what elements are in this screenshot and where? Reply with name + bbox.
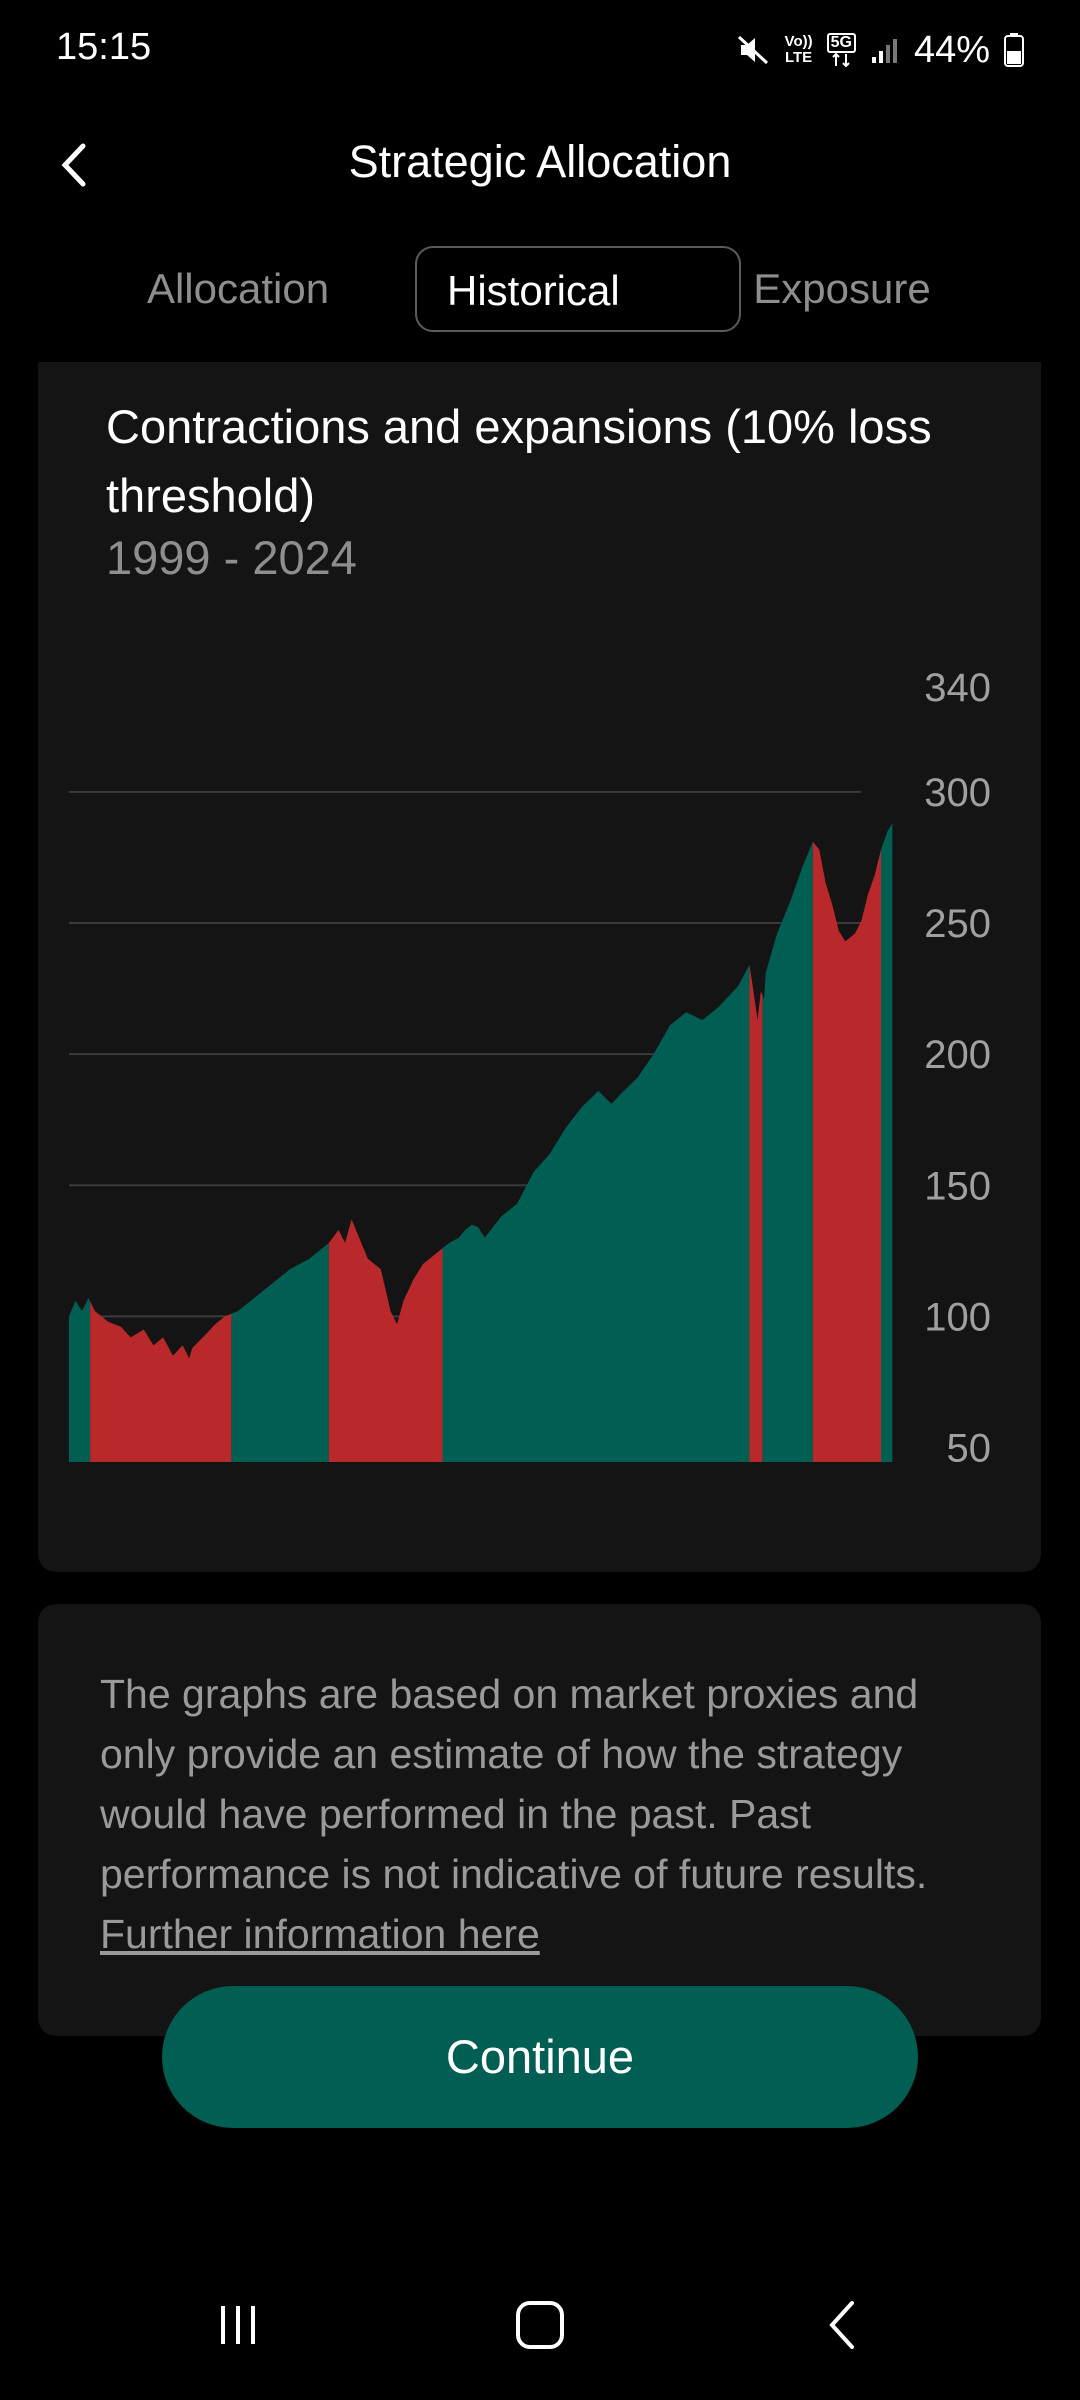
chart-subtitle: 1999 - 2024 xyxy=(106,531,357,584)
5g-icon: 5G xyxy=(826,33,856,67)
signal-icon xyxy=(870,35,900,65)
further-info-link[interactable]: Further information here xyxy=(100,1911,540,1957)
tab-bar: Allocation Historical Exposure xyxy=(0,246,1080,336)
battery-percent: 44% xyxy=(913,28,990,71)
tab-exposure[interactable]: Exposure xyxy=(753,265,931,312)
contraction-area xyxy=(749,964,763,1462)
battery-icon xyxy=(1004,33,1024,67)
recents-button[interactable] xyxy=(188,2290,288,2360)
y-tick-label: 340 xyxy=(924,666,991,710)
y-tick-label: 100 xyxy=(924,1295,991,1339)
status-time: 15:15 xyxy=(56,26,152,68)
disclaimer-body: The graphs are based on market proxies a… xyxy=(100,1671,928,1897)
expansion-area xyxy=(881,823,893,1462)
y-tick-label: 300 xyxy=(924,771,991,815)
mute-icon xyxy=(735,32,771,68)
expansion-area xyxy=(442,964,750,1462)
contraction-area xyxy=(328,1219,443,1462)
status-bar: 15:15 Vo)) LTE 5G 44% xyxy=(0,0,1080,100)
expansion-area xyxy=(762,841,813,1462)
volte-bottom-label: LTE xyxy=(784,49,813,66)
y-tick-label: 50 xyxy=(947,1427,992,1471)
continue-button[interactable]: Continue xyxy=(162,1986,918,2128)
expansion-area xyxy=(231,1242,329,1462)
y-tick-label: 250 xyxy=(924,902,991,946)
y-tick-label: 200 xyxy=(924,1033,991,1077)
home-button[interactable] xyxy=(490,2290,590,2360)
header: Strategic Allocation xyxy=(0,110,1080,220)
home-icon xyxy=(516,2301,564,2349)
status-icons: Vo)) LTE 5G 44% xyxy=(735,22,1024,78)
disclaimer-text: The graphs are based on market proxies a… xyxy=(100,1664,1000,1964)
chart-title: Contractions and expansions (10% loss th… xyxy=(106,400,932,522)
area-chart: 340 300 250 200 150 100 50 xyxy=(69,666,992,1471)
network-label: 5G xyxy=(826,33,856,53)
back-button[interactable] xyxy=(40,130,110,200)
tab-allocation[interactable]: Allocation xyxy=(146,265,330,312)
page-title: Strategic Allocation xyxy=(348,136,732,187)
chevron-left-icon xyxy=(61,143,86,187)
system-back-button[interactable] xyxy=(792,2290,892,2360)
chart-card: Contractions and expansions (10% loss th… xyxy=(38,362,1041,1572)
tab-historical[interactable]: Historical xyxy=(415,246,741,332)
contraction-area xyxy=(90,1301,232,1462)
disclaimer-card: The graphs are based on market proxies a… xyxy=(38,1604,1041,2036)
volte-top-label: Vo)) xyxy=(784,33,813,50)
volte-icon: Vo)) LTE xyxy=(785,34,813,66)
back-icon xyxy=(829,2301,854,2349)
y-tick-label: 150 xyxy=(924,1164,991,1208)
expansion-area xyxy=(69,1298,91,1462)
contraction-area xyxy=(812,841,881,1462)
recents-icon xyxy=(221,2306,255,2344)
navigation-bar xyxy=(0,2250,1080,2400)
